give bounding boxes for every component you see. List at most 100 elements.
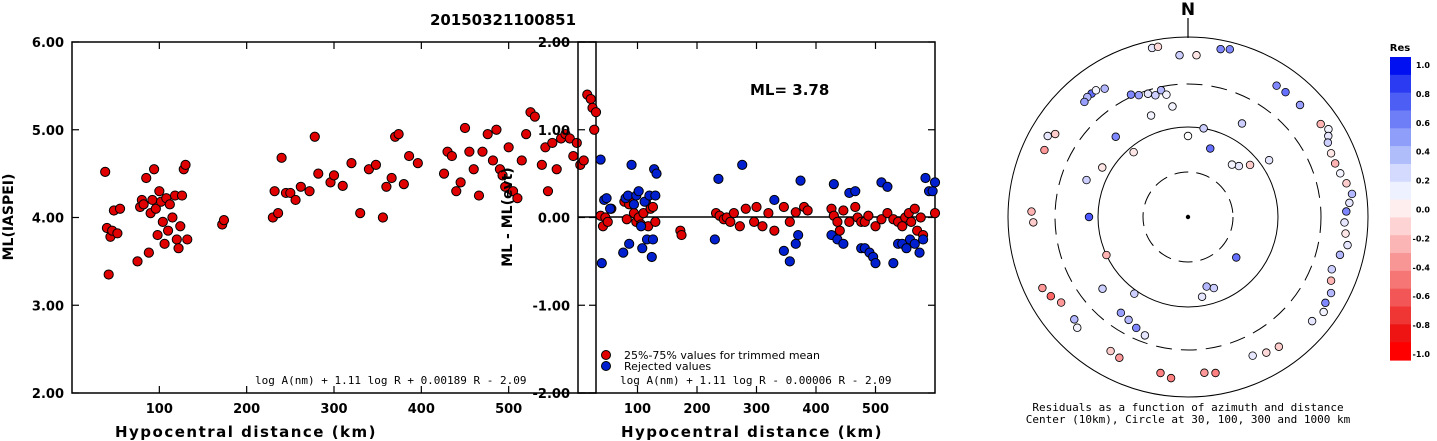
residual-point <box>1225 45 1235 54</box>
colorbar-swatch <box>1390 163 1411 183</box>
data-point <box>802 205 813 216</box>
residual-point <box>1199 124 1208 133</box>
data-point <box>404 150 415 162</box>
colorbar-swatch <box>1390 74 1411 94</box>
data-point <box>650 216 661 227</box>
data-point <box>784 256 795 267</box>
residual-point <box>1043 131 1052 141</box>
data-point <box>147 194 158 206</box>
ml-annotation: ML= 3.78 <box>750 81 829 99</box>
residual-point <box>1084 212 1094 222</box>
data-point <box>377 212 389 223</box>
data-point <box>328 170 340 181</box>
data-point <box>870 258 881 269</box>
data-point <box>571 137 582 149</box>
residual-point <box>1166 373 1176 383</box>
residual-point <box>1327 265 1336 274</box>
magnitude-vs-distance-plot: 2.00 3.00 4.00 5.00 6.00 100 200 300 400 500 log… <box>1 36 602 441</box>
data-point <box>624 238 635 249</box>
figure-title: 20150321100851 <box>430 11 576 29</box>
residual-point <box>1098 163 1107 172</box>
legend-label-kept: 25%-75% values for trimmed mean <box>624 349 820 362</box>
residual-point <box>1073 323 1082 332</box>
residual-point <box>1027 207 1036 216</box>
residual-point <box>1153 42 1163 52</box>
x-tick-label: 300 <box>743 402 770 417</box>
formula-text: log A(nm) + 1.11 log R - 0.00006 R - 2.0… <box>620 374 892 387</box>
data-point <box>148 164 160 175</box>
data-point <box>138 199 149 210</box>
data-point <box>473 190 485 201</box>
y-tick-label: 1.00 <box>538 124 570 139</box>
data-point <box>132 256 143 267</box>
data-point <box>915 212 926 223</box>
data-point <box>337 180 348 192</box>
data-point <box>150 203 161 214</box>
residual-point <box>1192 51 1201 60</box>
data-point <box>512 193 523 204</box>
data-point <box>477 146 488 157</box>
data-point <box>154 186 165 197</box>
residual-point <box>1070 315 1079 324</box>
data-point <box>929 208 941 219</box>
residual-point <box>1046 292 1056 301</box>
caption-line-1: Residuals as a function of azimuth and d… <box>1032 401 1343 414</box>
data-point <box>757 221 768 232</box>
residual-point <box>1307 316 1317 326</box>
x-tick-label: 500 <box>495 402 522 417</box>
residual-point <box>1323 138 1333 147</box>
residual-point <box>1116 308 1126 318</box>
data-point <box>313 168 324 179</box>
y-tick-label: 6.00 <box>32 36 64 51</box>
data-point <box>870 221 881 232</box>
data-point <box>621 214 632 225</box>
residual-point <box>1151 91 1160 100</box>
residual-points <box>1027 42 1357 383</box>
residual-vs-distance-plot: -2.00 -1.00 0.00 1.00 2.00 100 200 300 400 500 M… <box>500 36 941 441</box>
data-point <box>551 164 562 175</box>
data-point <box>589 124 600 135</box>
data-point <box>269 186 280 197</box>
residual-point <box>1050 129 1060 139</box>
residual-point <box>1335 250 1345 260</box>
residual-point <box>1211 368 1220 378</box>
data-point <box>793 229 804 241</box>
data-point <box>497 170 508 181</box>
colorbar-swatch <box>1390 181 1411 201</box>
azimuth-residual-plot: N Residuals as a function of azimuth and… <box>1007 0 1369 426</box>
residual-point <box>1216 44 1225 54</box>
data-point <box>647 234 659 245</box>
colorbar-tick-label: 0.4 <box>1416 148 1431 157</box>
colorbar-swatch <box>1390 217 1411 236</box>
colorbar-tick-label: -0.8 <box>1413 321 1431 330</box>
data-points <box>595 154 941 269</box>
data-point <box>637 243 648 254</box>
colorbar-swatches <box>1390 57 1411 361</box>
data-point <box>459 122 471 134</box>
residual-point <box>1162 90 1171 99</box>
data-point <box>355 208 366 219</box>
data-point <box>778 245 789 256</box>
data-point <box>393 129 404 140</box>
data-point <box>863 210 874 221</box>
x-tick-label: 200 <box>683 402 710 417</box>
ring-300km <box>1054 83 1322 351</box>
data-point <box>290 194 301 206</box>
data-point <box>381 181 392 192</box>
colorbar-swatch <box>1390 306 1411 325</box>
colorbar-swatch <box>1390 270 1411 290</box>
data-point <box>568 150 579 162</box>
data-point <box>646 251 657 263</box>
data-point <box>167 212 178 223</box>
data-point <box>309 131 320 142</box>
colorbar-tick-label: -0.4 <box>1413 263 1431 272</box>
data-point <box>897 221 908 232</box>
data-point <box>516 155 527 166</box>
data-point <box>909 238 920 249</box>
data-point <box>602 216 613 227</box>
data-point <box>152 229 163 241</box>
residual-point <box>1209 283 1219 293</box>
colorbar-tick-label: -0.2 <box>1413 234 1431 243</box>
data-point <box>455 177 466 188</box>
data-point <box>173 243 184 254</box>
